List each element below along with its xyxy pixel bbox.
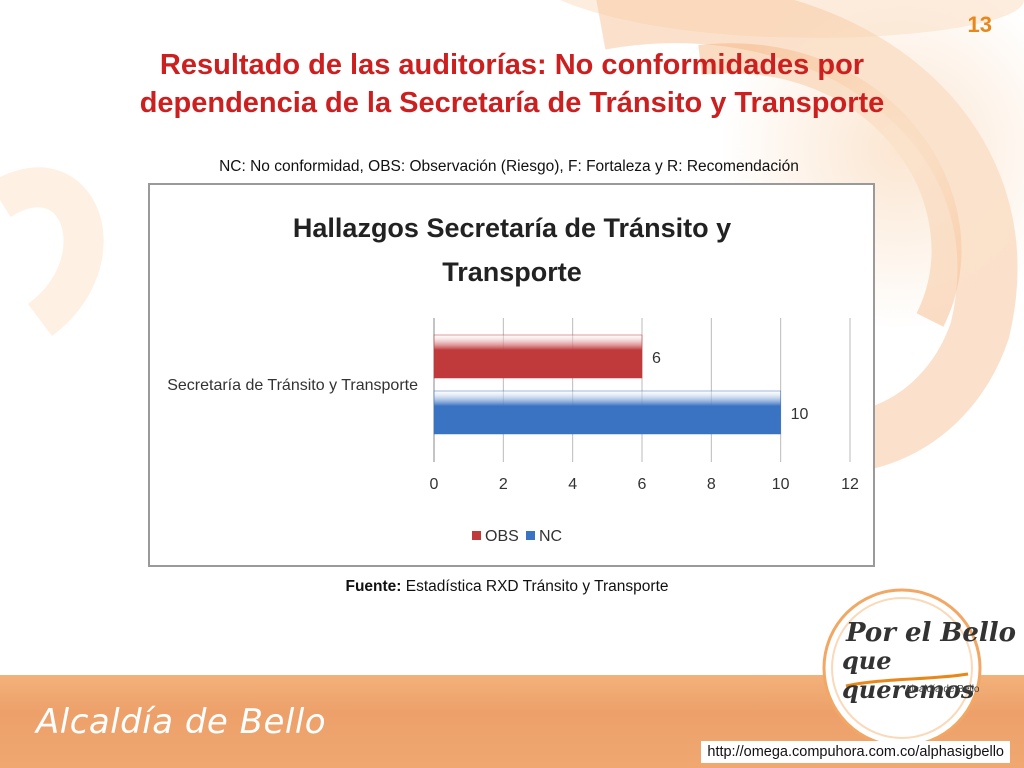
x-tick-label: 8 [707, 476, 716, 493]
footer-brand: Alcaldía de Bello [36, 702, 327, 742]
chart-frame: Hallazgos Secretaría de Tránsito y Transp… [148, 183, 875, 567]
x-tick-label: 12 [841, 476, 859, 493]
logo-subtext: Alcaldía de Bello [905, 684, 980, 695]
logo-circle [822, 588, 982, 748]
chart-title-line-1: Hallazgos Secretaría de Tránsito y [293, 213, 731, 243]
source-note: Fuente: Estadística RXD Tránsito y Trans… [140, 578, 874, 596]
slide-title-line-2: dependencia de la Secretaría de Tránsito… [139, 87, 885, 119]
slide-title-line-1: Resultado de las auditorías: No conformi… [159, 49, 865, 81]
source-text: Estadística RXD Tránsito y Transporte [401, 578, 669, 595]
bar-chart: Hallazgos Secretaría de Tránsito y Transp… [167, 213, 859, 545]
x-tick-label: 0 [430, 476, 439, 493]
data-label-obs: 6 [652, 350, 661, 367]
legend-label-nc: NC [539, 528, 562, 545]
bar-nc [433, 390, 781, 435]
category-label: Secretaría de Tránsito y Transporte [167, 377, 418, 394]
slide-title: Resultado de las auditorías: No conformi… [60, 46, 964, 122]
legend-swatch-nc [526, 531, 535, 540]
legend-label-obs: OBS [485, 528, 519, 545]
x-tick-label: 10 [772, 476, 790, 493]
logo-line-2: que queremos [842, 646, 975, 704]
x-tick-label: 6 [638, 476, 647, 493]
footer-url[interactable]: http://omega.compuhora.com.co/alphasigbe… [701, 741, 1010, 763]
source-label: Fuente: [345, 578, 402, 595]
data-label-nc: 10 [791, 406, 809, 423]
bar-obs [433, 334, 643, 379]
legend-swatch-obs [472, 531, 481, 540]
chart-title-line-2: Transporte [442, 257, 582, 287]
logo-line-1: Por el Bello [846, 618, 1017, 648]
x-tick-label: 2 [499, 476, 508, 493]
x-tick-label: 4 [568, 476, 577, 493]
legend-definitions: NC: No conformidad, OBS: Observación (Ri… [219, 158, 799, 175]
page-number: 13 [967, 12, 992, 37]
